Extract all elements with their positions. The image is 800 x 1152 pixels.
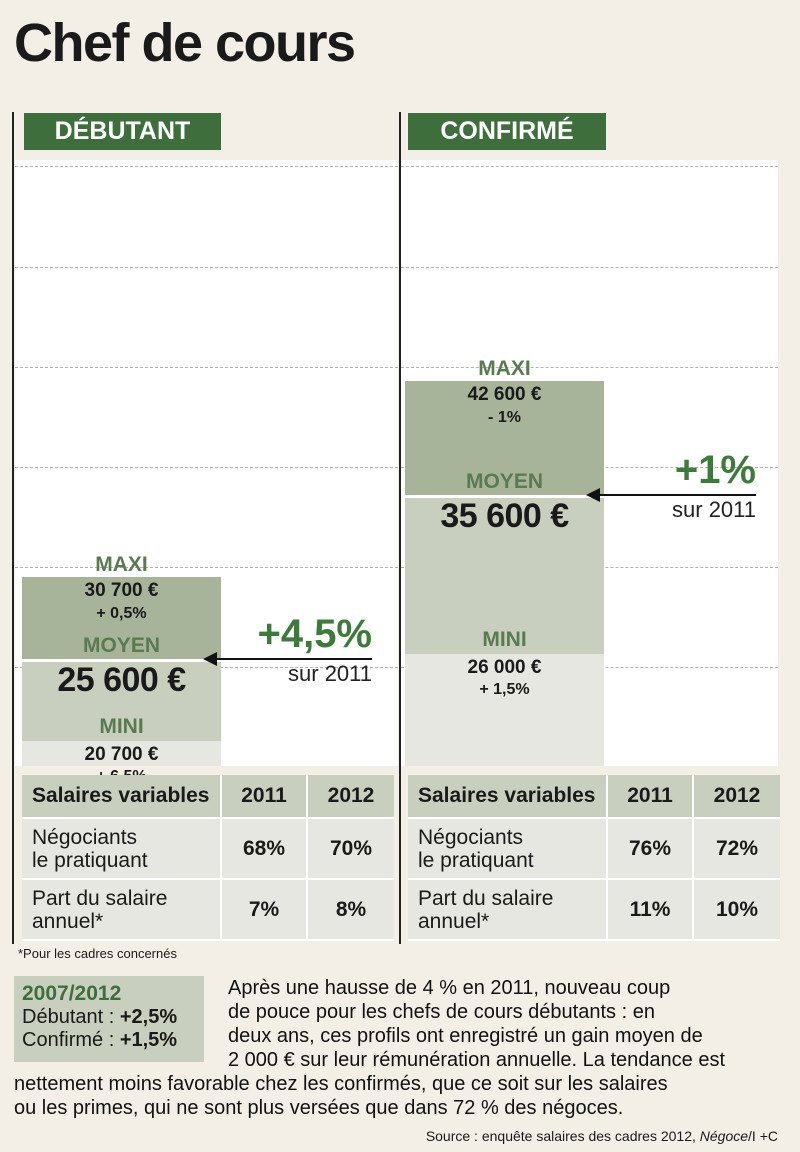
table-cell: 11% — [608, 880, 694, 941]
table-cell: 68% — [222, 819, 308, 880]
paragraph-line: ou les primes, qui ne sont plus versées … — [14, 1097, 624, 1119]
gridline — [15, 467, 398, 468]
mean-line-debutant — [22, 659, 221, 663]
bar-moyen-confirme — [405, 496, 604, 654]
table-header: 2011 — [608, 775, 694, 819]
maxi-change-debutant: + 0,5% — [96, 604, 147, 622]
table-row-label: Part du salaire annuel* — [22, 880, 222, 941]
gridline — [15, 367, 398, 368]
mini-change-confirme: + 1,5% — [479, 680, 530, 698]
table-row-label: Part du salaire annuel* — [408, 880, 608, 941]
panel-label-confirme: CONFIRMÉ — [408, 113, 606, 150]
maxi-change-confirme: - 1% — [488, 409, 521, 427]
summary-box: 2007/2012 Débutant : +2,5% Confirmé : +1… — [14, 976, 204, 1062]
maxi-value-debutant: 30 700 € — [84, 579, 159, 601]
bar-moyen-debutant — [22, 660, 221, 741]
gridline — [401, 267, 778, 268]
table-header: Salaires variables — [22, 775, 222, 819]
bar-maxi-confirme — [405, 381, 604, 497]
source-line: Source : enquête salaires des cadres 201… — [425, 1128, 778, 1144]
evolution-debutant: +4,5% — [257, 612, 372, 657]
mini-label-debutant: MINI — [99, 714, 144, 738]
bar-maxi-debutant — [22, 576, 221, 661]
table-header: 2011 — [222, 775, 308, 819]
moyen-label-debutant: MOYEN — [82, 634, 160, 658]
table-row: Négociants le pratiquant 68% 70% — [22, 819, 394, 880]
table-row-label: Négociants le pratiquant — [22, 819, 222, 880]
evolution-confirme: +1% — [674, 448, 756, 493]
arrow-left-icon — [586, 488, 756, 503]
arrow-left-icon — [203, 652, 372, 667]
evolution-note-confirme: sur 2011 — [672, 497, 756, 523]
gridline — [15, 166, 398, 167]
mini-value-debutant: 20 700 € — [84, 743, 159, 765]
table-cell: 8% — [308, 880, 394, 941]
bar-mini-debutant — [22, 740, 221, 766]
maxi-label-confirme: MAXI — [478, 357, 531, 381]
table-cell: 76% — [608, 819, 694, 880]
paragraph-line: 2 000 € sur leur rémunération annuelle. … — [228, 1049, 726, 1071]
variable-salary-table-debutant: Salaires variables 2011 2012 Négociants l… — [22, 775, 394, 941]
table-header: 2012 — [694, 775, 780, 819]
page-title: Chef de cours — [14, 13, 356, 73]
moyen-value-confirme: 35 600 € — [440, 497, 569, 536]
footnote: *Pour les cadres concernés — [18, 946, 177, 961]
paragraph-line: Après une hausse de 4 % en 2011, nouveau… — [228, 977, 671, 999]
table-header: Salaires variables — [408, 775, 608, 819]
gridline — [15, 267, 398, 268]
table-row: Négociants le pratiquant 76% 72% — [408, 819, 780, 880]
gridline — [401, 367, 778, 368]
paragraph-line: deux ans, ces profils ont enregistré un … — [228, 1025, 703, 1047]
panel-divider-middle — [399, 112, 401, 944]
table-row: Part du salaire annuel* 7% 8% — [22, 880, 394, 941]
evolution-note-debutant: sur 2011 — [288, 661, 372, 687]
table-row: Part du salaire annuel* 11% 10% — [408, 880, 780, 941]
summary-debutant: Débutant : +2,5% — [22, 1006, 178, 1028]
mean-line-confirme — [405, 495, 604, 499]
bar-mini-confirme — [405, 653, 604, 766]
gridline — [401, 166, 778, 167]
mini-label-confirme: MINI — [482, 627, 527, 651]
maxi-label-debutant: MAXI — [95, 552, 148, 576]
summary-confirme: Confirmé : +1,5% — [22, 1029, 178, 1051]
panel-divider-left — [12, 112, 14, 944]
mini-value-confirme: 26 000 € — [467, 656, 542, 678]
paragraph-line: de pouce pour les chefs de cours débutan… — [228, 1001, 655, 1023]
paragraph-line: nettement moins favorable chez les confi… — [14, 1073, 668, 1095]
moyen-label-confirme: MOYEN — [465, 470, 543, 494]
maxi-value-confirme: 42 600 € — [467, 384, 542, 406]
gridline — [15, 567, 398, 568]
table-cell: 72% — [694, 819, 780, 880]
moyen-value-debutant: 25 600 € — [57, 661, 186, 700]
summary-title: 2007/2012 — [22, 982, 122, 1005]
table-cell: 70% — [308, 819, 394, 880]
variable-salary-table-confirme: Salaires variables 2011 2012 Négociants l… — [408, 775, 780, 941]
table-cell: 7% — [222, 880, 308, 941]
panel-label-debutant: DÉBUTANT — [24, 113, 221, 150]
table-row-label: Négociants le pratiquant — [408, 819, 608, 880]
table-cell: 10% — [694, 880, 780, 941]
table-header: 2012 — [308, 775, 394, 819]
